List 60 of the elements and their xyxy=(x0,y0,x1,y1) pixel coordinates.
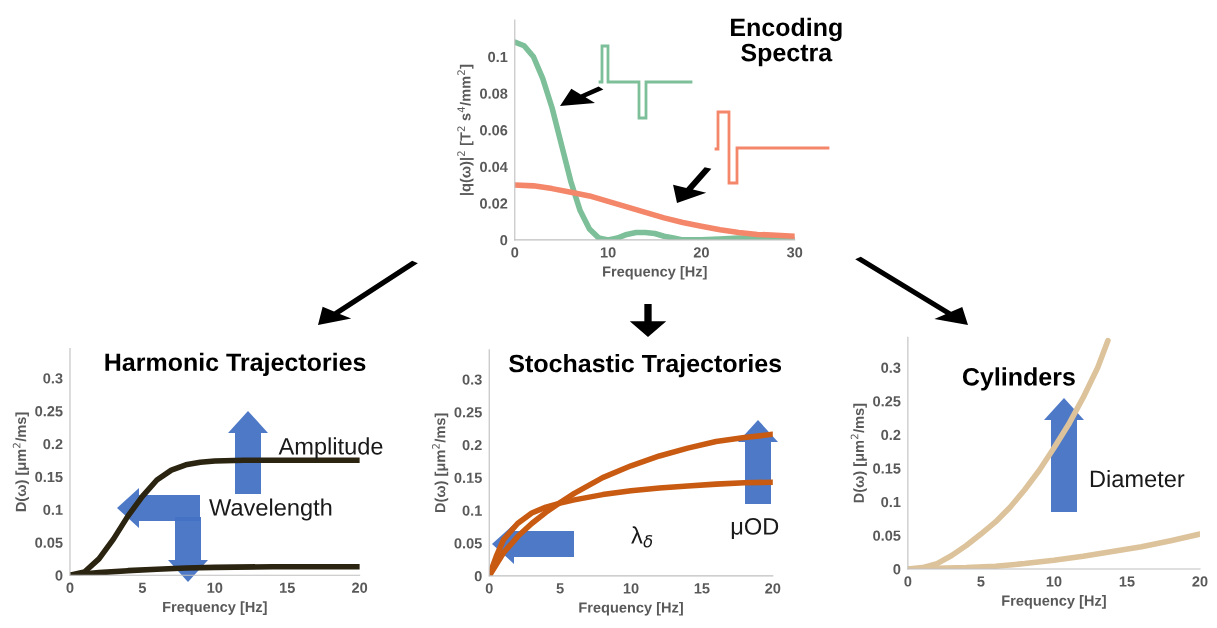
y-tick-label: 0.15 xyxy=(873,463,901,474)
y-tick-label: 0.1 xyxy=(881,496,901,508)
chart-title: Harmonic Trajectories xyxy=(105,352,366,377)
y-tick-label: 0.3 xyxy=(881,362,901,373)
annotation: Wavelength xyxy=(209,498,332,521)
y-tick-label: 0.2 xyxy=(881,429,901,441)
y-tick-label: 0.05 xyxy=(454,538,482,549)
chart-title: Stochastic Trajectories xyxy=(509,353,782,378)
y-tick-label: 0 xyxy=(893,564,901,575)
x-tick-label: 10 xyxy=(600,247,616,258)
x-tick-label: 0 xyxy=(904,576,912,587)
y-tick-label: 0.2 xyxy=(43,438,63,450)
y-axis-title: D(ω) [μm$^{2}$/ms] xyxy=(12,412,29,512)
x-tick-label: 0 xyxy=(66,582,74,593)
y-tick-label: 0.3 xyxy=(462,374,482,385)
y-tick-label: 0 xyxy=(500,235,508,246)
x-tick-label: 15 xyxy=(694,583,710,594)
y-tick-label: 0.1 xyxy=(488,51,508,63)
x-tick-label: 5 xyxy=(556,583,564,594)
text: Cylinders xyxy=(962,367,1075,391)
y-tick-label: 0.15 xyxy=(35,471,63,483)
annotation: λ$_{δ}$ xyxy=(631,526,653,548)
x-tick-label: 20 xyxy=(693,247,709,258)
x-tick-label: 0 xyxy=(511,247,519,258)
annotation: Amplitude xyxy=(278,437,383,460)
x-tick-label: 20 xyxy=(1192,576,1208,587)
y-tick-label: 0.2 xyxy=(462,439,482,451)
y-axis-title: D(ω) [μm$^{2}$/ms] xyxy=(850,403,867,503)
x-tick-label: 10 xyxy=(207,582,223,593)
x-axis-title: Frequency [Hz] xyxy=(163,601,267,615)
x-axis-title: Frequency [Hz] xyxy=(603,265,707,280)
x-tick-label: 10 xyxy=(623,583,639,594)
x-tick-label: 10 xyxy=(1046,576,1062,587)
y-tick-label: 0.15 xyxy=(454,472,482,484)
y-tick-label: 0.06 xyxy=(480,125,508,136)
y-axis-title: D(ω) [μm$^{2}$/ms] xyxy=(432,413,449,513)
x-tick-label: 15 xyxy=(1119,576,1135,587)
y-tick-label: 0.04 xyxy=(480,161,508,173)
x-tick-label: 20 xyxy=(765,583,781,594)
x-axis-title: Frequency [Hz] xyxy=(579,601,683,616)
x-axis-title: Frequency [Hz] xyxy=(1002,595,1106,609)
x-tick-label: 30 xyxy=(786,247,803,258)
y-tick-label: 0.25 xyxy=(35,406,63,417)
text: |q(ω)|$^{2}$ [T$^{2}$ s$^{4}$/mm$^{2}$] xyxy=(457,64,474,195)
y-tick-label: 0.1 xyxy=(43,504,63,515)
y-tick-label: 0.25 xyxy=(873,396,901,407)
y-tick-label: 0.3 xyxy=(43,373,63,384)
y-tick-label: 0.02 xyxy=(480,198,508,209)
x-tick-label: 5 xyxy=(138,582,147,593)
x-tick-label: 5 xyxy=(977,576,985,587)
x-tick-label: 20 xyxy=(352,582,368,593)
annotation: μOD xyxy=(731,518,779,540)
x-tick-label: 15 xyxy=(280,582,295,593)
y-tick-label: 0.25 xyxy=(454,407,482,418)
y-tick-label: 0.05 xyxy=(35,537,63,548)
y-tick-label: 0.08 xyxy=(480,88,508,99)
y-tick-label: 0.05 xyxy=(873,530,901,541)
annotation: Diameter xyxy=(1090,469,1185,488)
chart-title: Encoding Spectra xyxy=(731,17,842,67)
y-tick-label: 0.1 xyxy=(462,505,482,516)
